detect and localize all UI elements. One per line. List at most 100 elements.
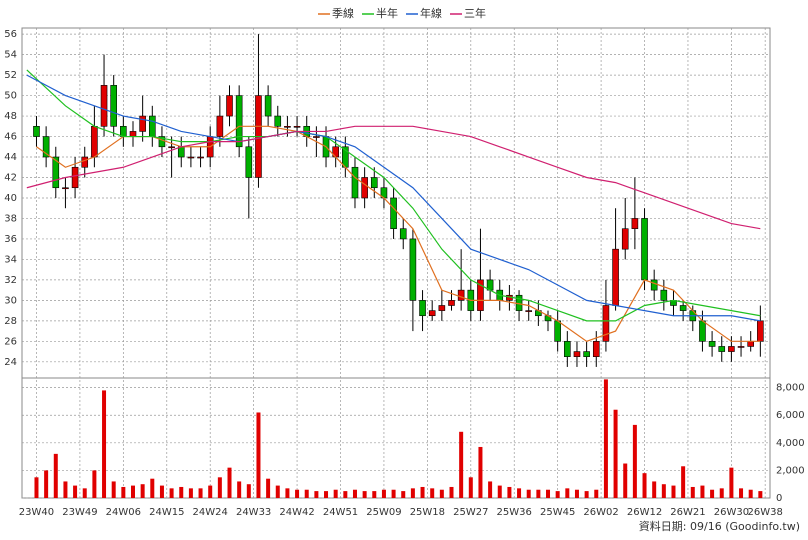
volume-bar	[652, 481, 657, 498]
candle-body	[71, 166, 79, 189]
candle-body	[158, 136, 166, 148]
candle-body	[390, 197, 397, 229]
candle-body	[52, 156, 60, 189]
x-tick-label: 23W49	[62, 507, 97, 518]
candle-body	[235, 95, 243, 148]
x-tick-label: 24W33	[236, 507, 271, 518]
volume-bar	[150, 478, 155, 498]
volume-bar	[295, 489, 300, 498]
volume-bar	[159, 485, 164, 498]
volume-bar	[401, 491, 406, 498]
y-tick-label: 56	[4, 29, 17, 40]
y-tick-label: 44	[4, 152, 17, 163]
y2-tick-label: 2,000	[776, 465, 805, 476]
candle-body	[448, 300, 455, 306]
volume-bar	[111, 481, 116, 498]
x-tick-label: 25W36	[497, 507, 532, 518]
candle-body	[583, 351, 590, 357]
candle-body	[110, 85, 117, 127]
volume-bar	[44, 470, 49, 498]
volume-bar	[188, 488, 193, 498]
volume-bar	[343, 491, 348, 498]
candle-body	[438, 305, 446, 311]
volume-bar	[92, 470, 97, 498]
x-tick-label: 25W45	[540, 507, 575, 518]
candle-body	[226, 95, 233, 117]
volume-bar	[507, 486, 512, 498]
y-tick-label: 50	[4, 91, 17, 102]
y2-tick-label: 8,000	[776, 383, 805, 394]
y-tick-label: 38	[4, 213, 17, 224]
y-tick-label: 30	[4, 295, 17, 306]
volume-bar	[613, 409, 618, 498]
volume-bar	[758, 491, 763, 498]
x-tick-label: 24W24	[193, 507, 228, 518]
candle-body	[737, 346, 745, 348]
volume-bar	[82, 488, 87, 498]
volume-bar	[73, 485, 78, 498]
volume-bar	[179, 486, 184, 498]
legend-label: 三年	[464, 6, 486, 20]
volume-bar	[603, 379, 608, 498]
volume-bar	[526, 489, 531, 498]
volume-bar	[536, 489, 541, 498]
volume-bar	[352, 489, 357, 498]
candle-body	[129, 131, 137, 137]
volume-bar	[739, 488, 744, 498]
candle-body	[33, 125, 40, 137]
y-tick-label: 52	[4, 70, 17, 81]
volume-bar	[63, 481, 68, 498]
candle-body	[409, 238, 417, 301]
legend-label: 年線	[420, 6, 442, 20]
candle-body	[216, 115, 224, 137]
candle-body	[477, 279, 484, 311]
x-tick-label: 23W40	[19, 507, 54, 518]
y-tick-label: 48	[4, 111, 17, 122]
volume-bar	[362, 491, 367, 498]
legend-label: 半年	[376, 6, 398, 20]
x-tick-label: 26W02	[583, 507, 618, 518]
candle-body	[757, 320, 764, 342]
volume-bar	[710, 489, 715, 498]
candle-body	[612, 248, 619, 306]
candle-body	[573, 351, 581, 357]
volume-bar	[198, 488, 203, 498]
candle-body	[699, 320, 706, 342]
volume-bar	[565, 488, 570, 498]
y-tick-label: 36	[4, 234, 17, 245]
volume-bar	[227, 467, 232, 498]
volume-bar	[121, 486, 126, 498]
volume-bar	[217, 477, 222, 498]
legend-label: 季線	[332, 6, 354, 20]
candle-body	[399, 228, 407, 240]
candle-body	[457, 289, 465, 301]
volume-bar	[275, 485, 280, 498]
candle-body	[419, 300, 426, 317]
volume-bar	[410, 488, 415, 498]
x-tick-label: 24W06	[106, 507, 141, 518]
ma-line	[26, 69, 761, 322]
candle-body	[525, 310, 533, 312]
candle-body	[148, 115, 156, 137]
volume-bar	[324, 491, 329, 498]
volume-bar	[546, 489, 551, 498]
volume-bar	[333, 489, 338, 498]
volume-bar	[488, 481, 493, 498]
candle-body	[650, 279, 658, 291]
x-tick-label: 26W30	[714, 507, 749, 518]
volume-bar	[748, 489, 753, 498]
candle-body	[660, 289, 668, 301]
x-tick-label: 24W51	[323, 507, 358, 518]
candle-body	[62, 187, 69, 190]
candle-body	[641, 218, 648, 281]
volume-bar	[594, 489, 599, 498]
footer: 資料日期: 09/16 (Goodinfo.tw)	[639, 519, 800, 533]
volume-bar	[34, 477, 39, 498]
volume-bar	[140, 484, 145, 498]
y2-tick-label: 0	[776, 493, 782, 504]
volume-bar	[430, 488, 435, 498]
y-tick-label: 28	[4, 316, 17, 327]
ma-line	[36, 125, 761, 342]
candle-body	[168, 146, 175, 149]
